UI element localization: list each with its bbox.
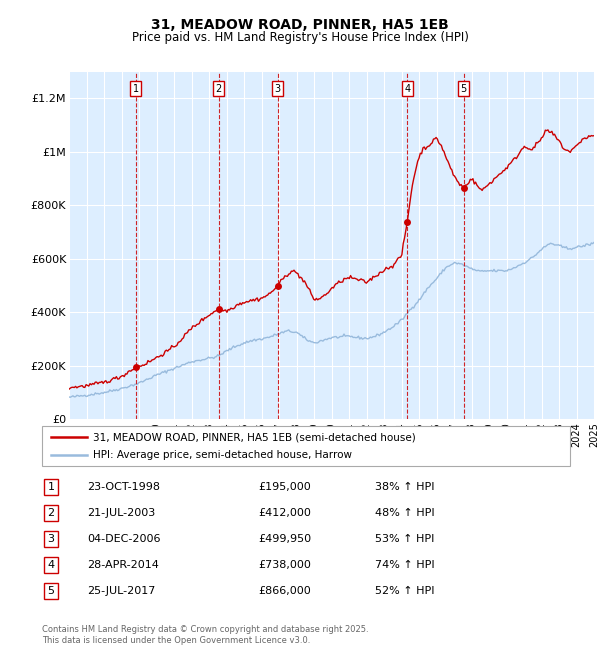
Text: 74% ↑ HPI: 74% ↑ HPI xyxy=(375,560,434,570)
Text: 48% ↑ HPI: 48% ↑ HPI xyxy=(375,508,434,518)
Text: 38% ↑ HPI: 38% ↑ HPI xyxy=(375,482,434,492)
Text: 4: 4 xyxy=(47,560,55,570)
Text: 1: 1 xyxy=(47,482,55,492)
Text: 53% ↑ HPI: 53% ↑ HPI xyxy=(375,534,434,544)
Text: 21-JUL-2003: 21-JUL-2003 xyxy=(87,508,155,518)
Text: 5: 5 xyxy=(47,586,55,596)
Text: £866,000: £866,000 xyxy=(258,586,311,596)
Text: 2: 2 xyxy=(215,84,222,94)
Text: 04-DEC-2006: 04-DEC-2006 xyxy=(87,534,161,544)
Text: £499,950: £499,950 xyxy=(258,534,311,544)
Text: £195,000: £195,000 xyxy=(258,482,311,492)
Text: 2: 2 xyxy=(47,508,55,518)
Text: 52% ↑ HPI: 52% ↑ HPI xyxy=(375,586,434,596)
Text: HPI: Average price, semi-detached house, Harrow: HPI: Average price, semi-detached house,… xyxy=(93,450,352,460)
Text: 23-OCT-1998: 23-OCT-1998 xyxy=(87,482,160,492)
Text: £412,000: £412,000 xyxy=(258,508,311,518)
Text: £738,000: £738,000 xyxy=(258,560,311,570)
Text: 3: 3 xyxy=(275,84,281,94)
Text: Contains HM Land Registry data © Crown copyright and database right 2025.
This d: Contains HM Land Registry data © Crown c… xyxy=(42,625,368,645)
Text: 1: 1 xyxy=(133,84,139,94)
Text: 28-APR-2014: 28-APR-2014 xyxy=(87,560,159,570)
Text: 4: 4 xyxy=(404,84,410,94)
Text: 5: 5 xyxy=(461,84,467,94)
Text: 3: 3 xyxy=(47,534,55,544)
Text: 25-JUL-2017: 25-JUL-2017 xyxy=(87,586,155,596)
Text: 31, MEADOW ROAD, PINNER, HA5 1EB: 31, MEADOW ROAD, PINNER, HA5 1EB xyxy=(151,18,449,32)
Text: 31, MEADOW ROAD, PINNER, HA5 1EB (semi-detached house): 31, MEADOW ROAD, PINNER, HA5 1EB (semi-d… xyxy=(93,432,416,442)
Text: Price paid vs. HM Land Registry's House Price Index (HPI): Price paid vs. HM Land Registry's House … xyxy=(131,31,469,44)
